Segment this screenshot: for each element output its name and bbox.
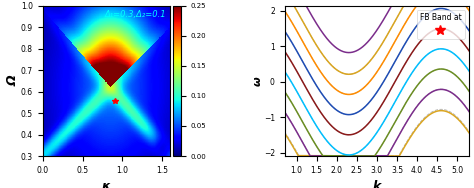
Text: Δ₁=0.3,Δ₂=0.1: Δ₁=0.3,Δ₂=0.1	[105, 10, 166, 19]
Legend: 	[417, 10, 465, 39]
X-axis label: k: k	[373, 180, 381, 188]
X-axis label: κ: κ	[102, 180, 111, 188]
Y-axis label: ω: ω	[252, 76, 262, 86]
Y-axis label: Ω: Ω	[7, 76, 19, 86]
